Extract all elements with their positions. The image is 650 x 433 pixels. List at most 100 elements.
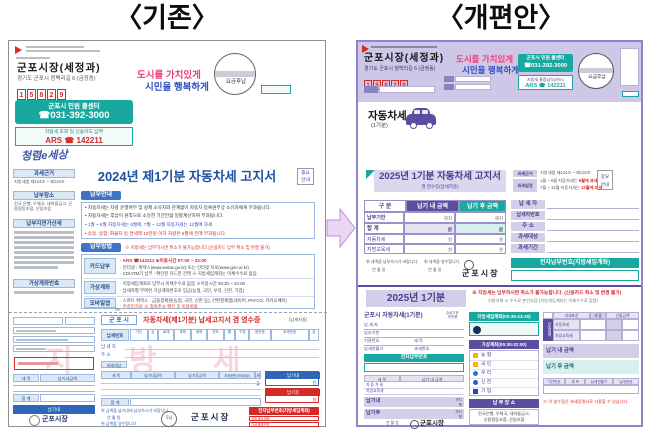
amount-row-deadline: 납부기한 까지 까지	[364, 212, 506, 223]
nh-bank-logo	[473, 353, 478, 358]
sender-address: 경기도 군포시 청백리길 6 (금정동)	[17, 76, 96, 82]
sender-agency: 군포시장(세정과)	[17, 62, 101, 74]
postage-stamp-circle: 후납	[161, 411, 177, 427]
text-bar	[14, 241, 74, 244]
sender-address: 경기도 군포시 청백리길 6 (금정동)	[364, 66, 436, 72]
flag-icon	[15, 46, 22, 54]
stub-cell	[13, 336, 95, 343]
mayor-signature: 군포시장	[191, 412, 231, 422]
important-badge-line2: 안내	[301, 178, 310, 183]
important-badge: 중요 안내	[597, 170, 613, 190]
mayor-signature: 군포시장	[420, 420, 444, 427]
slogan-line1: 도시를 가치있게	[456, 54, 514, 64]
stub-indue-bar: 납기내	[13, 405, 95, 414]
pay-place-box: 전국은행, 우체국, 새마을금고, 신용협동조합, 산림조합	[469, 409, 539, 425]
stub-sum-label: 합 계	[101, 398, 129, 406]
stub-cell	[13, 327, 95, 334]
right-section-title: 〈개편안〉	[436, 3, 566, 33]
amount-row-edutax: 지방교육세 원 원	[364, 244, 506, 254]
divider	[84, 296, 314, 297]
bank-list: 농 협 국 민 우 리 신 한 기 업	[469, 350, 539, 396]
corner-triangle	[366, 170, 375, 179]
cut-line	[9, 312, 327, 313]
mayor-signature: 군포시장	[42, 416, 68, 423]
postal-digit: 1	[17, 89, 26, 100]
notice-line: • 자동차세는 후납이 원칙으로 소유한 기간만큼 일할계산하여 부과됩니다.	[85, 213, 224, 218]
title-banner: 2025년 1기분 자동차세 고지서 겸 영수증(납세자용)	[374, 170, 506, 192]
payment-notice-header: 납부안내	[81, 191, 121, 200]
field-strip	[455, 76, 491, 82]
woori-bank-logo	[473, 371, 478, 376]
stub-copy-type: (납세자용)	[289, 317, 308, 322]
field-strip	[455, 84, 491, 90]
postage-paid-label: 요금후납	[225, 79, 247, 85]
field-tab	[444, 76, 454, 82]
sidebar-pay-place-header: 납부장소	[13, 191, 75, 200]
text-bar	[14, 231, 74, 234]
method-card-line: · CD/ATM기 납부 : 확인된 카드만 전액 ※ 지방세입계좌는 이체수수…	[120, 271, 257, 276]
important-badge: 중요 안내	[297, 168, 314, 185]
payment-method-note: ※ 지방세는 납부하시면 취소가 불가능합니다 (신용카드 납부 취소 및 변경…	[125, 245, 270, 250]
notice-line: • 자동차세는 차량 운행여부 및 실제 소유자와 관계없이 자동차 등록원부상…	[85, 205, 271, 210]
stub-table-head: 세 목 납기내금액 납기후금액 과세표준(과세대상) 세율	[101, 371, 261, 386]
receipt-footnote: ※ 이 영수증은 과세증명서로 사용할 수 있습니다.	[543, 399, 629, 404]
taxpayer-label: 납 세 자	[511, 200, 545, 209]
amount-table-header: 구 분 납기 내 금액 납기 후 금액	[364, 200, 506, 212]
schedule-line2: 7월 ~ 12월 자동차세는 12월에 과세	[540, 185, 603, 190]
stub-cell	[13, 317, 63, 325]
stub-col-indue: 납기내금액	[40, 374, 95, 382]
epay-input	[511, 270, 639, 281]
pay-request-text: 위 금액을 납기내에 납부하시기 바랍니다.	[101, 408, 170, 413]
calc-bottom-head: 기관번호 세 목 납세연월기 납세번호	[543, 378, 639, 385]
notice-line: • 1월 ~ 6월 자동차세는 6월에, 7월 ~ 12월 자동차세는 12월에…	[85, 222, 213, 227]
tax-number-cells: 기관 검 회계 과목 세목 연도 월 구분 읍면동 과세번호 검	[130, 329, 320, 341]
product-sub: (1기분)	[371, 123, 388, 129]
pay-place-header: 납 부 장 소	[469, 399, 539, 408]
stub-indue-bar: 납기내 까지 원	[364, 397, 464, 407]
call-center-number: ☎031-392-3000	[38, 110, 110, 121]
call-center-box: 군포시 민원 콜센터 ☎031-392-3000	[518, 54, 573, 72]
important-badge-line1: 중요	[301, 171, 310, 176]
calc-indue-bar: 납기 내 금액	[543, 344, 639, 358]
stub-cell	[65, 317, 95, 325]
receipt-text: 위 세액을 영수합니다.	[424, 259, 461, 264]
stub-city-box: 군 포 시	[101, 315, 137, 325]
mayor-stamp	[464, 260, 474, 270]
slogan-line1: 도시를 가치있게	[137, 70, 201, 81]
text-bar	[14, 246, 74, 249]
text-bar	[26, 50, 100, 52]
sidebar-pay-place-body: 전국 은행, 우체국, 새마을금고, 신용협동조합, 산림조합	[14, 201, 73, 211]
sidebar-virtual-account-header: 가상계좌번호	[13, 279, 75, 288]
circle-band	[215, 71, 255, 77]
postal-digit: 9	[57, 89, 66, 100]
date-line: 년 월 일	[372, 267, 386, 272]
tax-number-label: 납세번호	[101, 329, 129, 341]
method-card-label: 카드납부	[84, 258, 116, 274]
mayor-stamp	[29, 415, 40, 426]
warning-line1: ※ 지방세는 납부하시면 취소가 불가능합니다. (신용카드 취소 및 변경 불…	[472, 291, 622, 296]
stub-title: 군포시 자동차세(1기분)	[364, 313, 423, 319]
calc-table-head: 과세표준 세 율 산출금액	[543, 312, 639, 319]
shinhan-bank-logo	[473, 380, 478, 385]
receipt-text: 위 금액을 영수합니다.	[101, 421, 138, 426]
method-card-line: · 인터넷 : 위택스(www.wetax.go.kr) 또는 인터넷 지로(w…	[120, 265, 249, 270]
local-account-header: 지방세입계좌(00:30-23:30)	[469, 312, 539, 321]
stub-title: 자동차세(제1기분) 납세고지서 겸 영수증	[143, 317, 261, 324]
transition-arrow	[326, 207, 356, 249]
ars-number: ARS ☎ 142211	[45, 136, 103, 145]
payment-method-box: 카드납부 · ARS ☎142211 ※이용시간 07:00 ~ 23:00 ·…	[81, 254, 315, 309]
schedule-label: 과세일정	[513, 179, 537, 192]
notice-line: • 승용, 승합, 화물차 등 연세액 10만원 이하 차량은 6월에 전액 부…	[85, 231, 227, 236]
text-bar	[14, 251, 74, 254]
method-mobile-label: 모바일앱	[84, 298, 116, 308]
method-card-line: · ARS ☎142211 ※이용시간 07:00 ~ 23:00	[120, 258, 207, 263]
epay-banner: 전자납부번호(지방세입계좌)	[511, 258, 639, 268]
ars-box: 지방세 통합납부(카드) ARS ☎ 142211	[518, 75, 573, 90]
stub-table-head: 세 목 납기 내 금액	[364, 375, 464, 382]
payment-notice-box: • 자동차세는 차량 운행여부 및 실제 소유자와 관계없이 자동차 등록원부상…	[81, 202, 315, 239]
taxpayer-no-label: 납세자번호	[511, 211, 545, 220]
postal-digit: 8	[37, 89, 46, 100]
tax-object-label: 과세대상	[511, 233, 545, 242]
ars-label: 지방세 조회 및 신용카드 납부	[44, 130, 104, 135]
